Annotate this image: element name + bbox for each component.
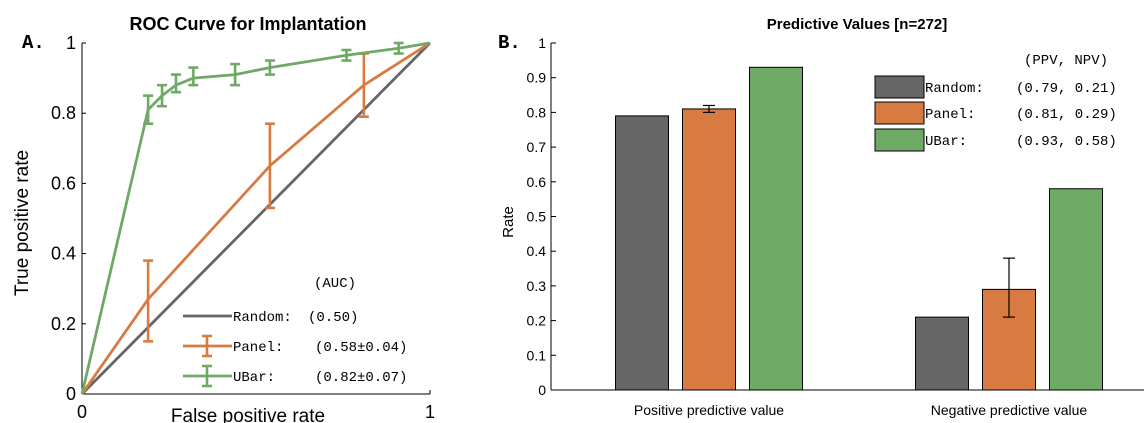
pv-legend-swatch-panel	[874, 101, 925, 125]
pv-y-tick-label: 0.6	[527, 174, 547, 190]
roc-error-bar-ubar	[230, 62, 241, 87]
pv-bar-random	[615, 115, 669, 391]
pv-y-tick-label: 0.4	[527, 243, 547, 259]
roc-error-bar-ubar	[393, 41, 404, 55]
pv-y-tick-label: 0.9	[527, 70, 547, 86]
pv-y-tick-label: 0.5	[527, 209, 547, 225]
pv-bar-panel	[682, 108, 736, 391]
roc-legend-name-panel: Panel:	[233, 340, 283, 356]
roc-y-tick-label: 0.6	[51, 173, 76, 193]
pv-title: Predictive Values [n=272]	[767, 16, 948, 33]
pv-legend-value-ubar: (0.93, 0.58)	[1016, 134, 1117, 150]
roc-y-tick-label: 0	[66, 384, 76, 404]
roc-error-bar-ubar	[264, 59, 275, 76]
roc-y-tick-label: 0.2	[51, 314, 76, 334]
roc-legend-value-ubar: (0.82±0.07)	[315, 370, 407, 386]
panel-a-label: A.	[22, 32, 45, 54]
pv-y-tick-label: 1	[538, 35, 546, 51]
roc-error-bar-ubar	[341, 48, 352, 62]
pv-y-tick-label: 0.1	[527, 347, 547, 363]
pv-bar-random	[915, 316, 969, 391]
pv-bars	[615, 66, 1103, 391]
roc-error-bar-panel	[264, 122, 275, 210]
predictive-values-chart: B. Predictive Values [n=272] Rate 0 0.1 0.…	[498, 16, 1144, 418]
pv-legend-value-random: (0.79, 0.21)	[1016, 81, 1117, 97]
pv-legend-swatch-ubar	[874, 128, 925, 152]
pv-y-tick-label: 0.3	[527, 278, 547, 294]
roc-error-bar-ubar	[188, 66, 199, 87]
roc-line-ubar	[80, 41, 431, 395]
roc-legend: (AUC) Random: (0.50) Panel: (0.58±0.04) UBar:…	[183, 276, 407, 388]
pv-y-tick-label: 0.2	[527, 313, 547, 329]
pv-bar-ubar	[749, 66, 803, 391]
roc-y-axis-label: True positive rate	[12, 150, 33, 296]
panel-b-label: B.	[498, 32, 521, 54]
pv-legend-name-ubar: UBar:	[925, 134, 967, 150]
pv-y-axis-label: Rate	[500, 206, 517, 238]
roc-error-bar-ubar	[157, 83, 168, 108]
pv-y-tick-label: 0.8	[527, 104, 547, 120]
pv-legend-swatch-random	[874, 75, 925, 99]
pv-error-bar	[1003, 257, 1015, 318]
roc-line-random	[81, 42, 431, 395]
roc-y-tick-label: 0.8	[51, 103, 76, 123]
pv-category-label: Negative predictive value	[931, 402, 1088, 418]
roc-error-bar-panel	[143, 259, 154, 343]
roc-legend-header: (AUC)	[314, 276, 356, 292]
pv-y-tick-label: 0.7	[527, 139, 547, 155]
pv-error-bar	[703, 104, 715, 114]
roc-legend-value-random: (0.50)	[308, 310, 358, 326]
pv-bar-ubar	[1049, 188, 1103, 391]
roc-error-bar-ubar	[170, 73, 181, 94]
roc-title: ROC Curve for Implantation	[129, 14, 366, 34]
pv-y-tick-label: 0	[538, 382, 546, 398]
pv-legend-name-random: Random:	[925, 81, 984, 97]
roc-axes: 0 0.2 0.4 0.6 0.8 1 0 1	[51, 33, 435, 422]
roc-x-tick-label: 1	[425, 402, 435, 422]
roc-error-bar-ubar	[143, 94, 154, 126]
roc-x-axis-label: False positive rate	[171, 406, 325, 423]
pv-legend-value-panel: (0.81, 0.29)	[1016, 107, 1117, 123]
pv-category-label: Positive predictive value	[634, 402, 784, 418]
roc-x-tick-label: 0	[77, 402, 87, 422]
roc-legend-name-ubar: UBar:	[233, 370, 275, 386]
roc-legend-value-panel: (0.58±0.04)	[315, 340, 407, 356]
roc-y-tick-label: 0.4	[51, 244, 76, 264]
roc-series	[80, 41, 431, 395]
pv-legend-header: (PPV, NPV)	[1024, 53, 1108, 69]
roc-y-tick-label: 1	[66, 33, 76, 53]
roc-chart: A. ROC Curve for Implantation True posit…	[12, 14, 435, 423]
roc-legend-name-random: Random:	[233, 310, 292, 326]
pv-legend: (PPV, NPV) Random: (0.79, 0.21) Panel: (0.81…	[874, 53, 1117, 152]
pv-legend-name-panel: Panel:	[925, 107, 975, 123]
